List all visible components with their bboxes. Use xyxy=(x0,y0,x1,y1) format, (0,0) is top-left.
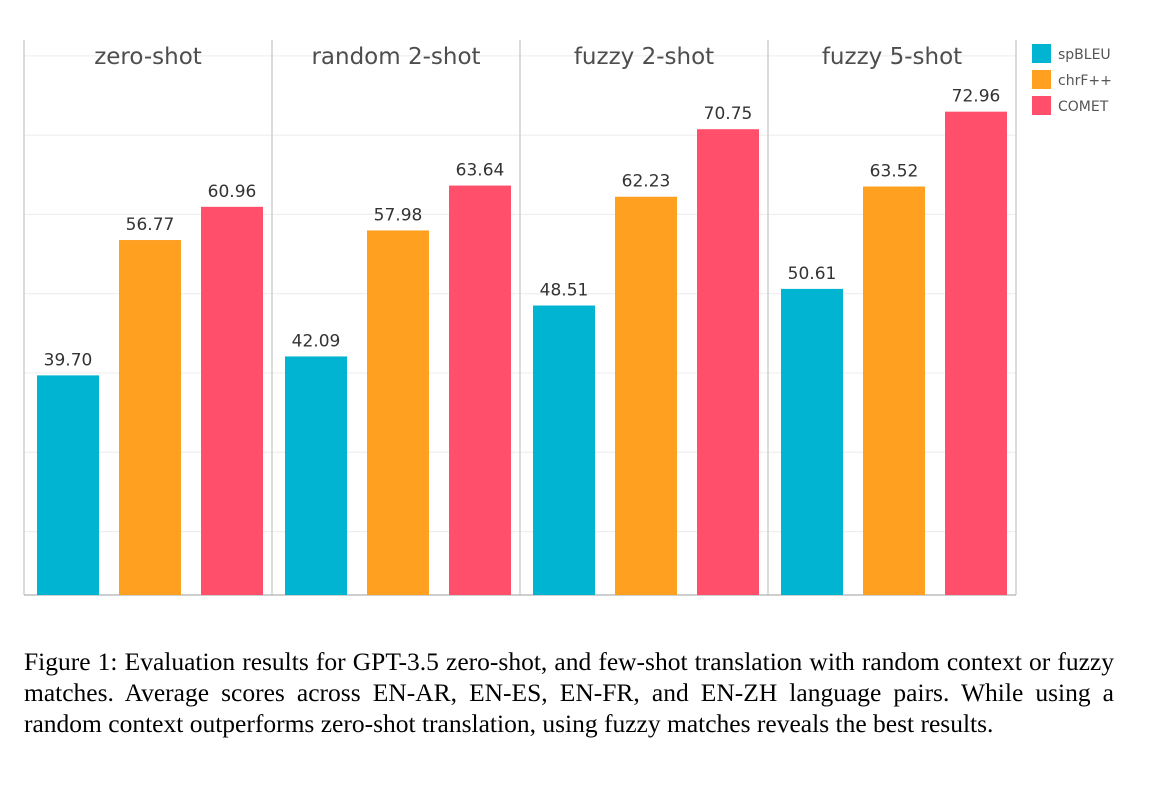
data-label: 48.51 xyxy=(540,281,589,301)
bar-chrf- xyxy=(367,230,429,596)
legend-swatch xyxy=(1032,44,1051,63)
bar-spbleu xyxy=(533,305,595,595)
data-label: 63.52 xyxy=(870,162,919,182)
bar-chart: zero-shot random 2-shot fuzzy 2-shot fuzzy … xyxy=(23,40,1112,596)
facet-title: fuzzy 5-shot xyxy=(822,44,962,70)
legend-label: spBLEU xyxy=(1058,47,1111,63)
data-label: 57.98 xyxy=(374,205,423,225)
data-label: 63.64 xyxy=(456,161,505,181)
bars xyxy=(37,111,1007,596)
legend: spBLEU chrF++ COMET xyxy=(1032,44,1112,115)
bar-chrf- xyxy=(119,240,181,596)
facet-title: zero-shot xyxy=(94,44,202,70)
legend-swatch xyxy=(1032,70,1051,89)
bar-chrf- xyxy=(615,196,677,595)
data-label: 50.61 xyxy=(788,264,837,284)
figure-caption: Figure 1: Evaluation results for GPT-3.5… xyxy=(24,647,1114,738)
data-label: 70.75 xyxy=(704,104,753,124)
bar-spbleu xyxy=(37,375,99,595)
facet-panels: zero-shot random 2-shot fuzzy 2-shot fuzzy … xyxy=(23,40,1017,596)
data-label: 60.96 xyxy=(208,182,257,202)
facet-title: fuzzy 2-shot xyxy=(574,44,714,70)
value-labels: 39.70 56.77 60.96 42.09 57.98 63.64 48.51 62.23… xyxy=(44,87,1001,371)
bar-spbleu xyxy=(285,356,347,595)
data-label: 62.23 xyxy=(622,172,671,192)
legend-label: chrF++ xyxy=(1058,73,1112,89)
data-label: 39.70 xyxy=(44,350,93,370)
bar-comet xyxy=(449,185,511,595)
bar-chrf- xyxy=(863,186,925,595)
legend-swatch xyxy=(1032,96,1051,115)
data-label: 56.77 xyxy=(126,215,175,235)
legend-label: COMET xyxy=(1058,99,1109,115)
bar-spbleu xyxy=(781,288,843,595)
facet-title: random 2-shot xyxy=(311,44,480,70)
bar-comet xyxy=(697,129,759,596)
bar-comet xyxy=(945,111,1007,595)
bar-comet xyxy=(201,206,263,595)
data-label: 72.96 xyxy=(952,87,1001,107)
data-label: 42.09 xyxy=(292,331,341,351)
